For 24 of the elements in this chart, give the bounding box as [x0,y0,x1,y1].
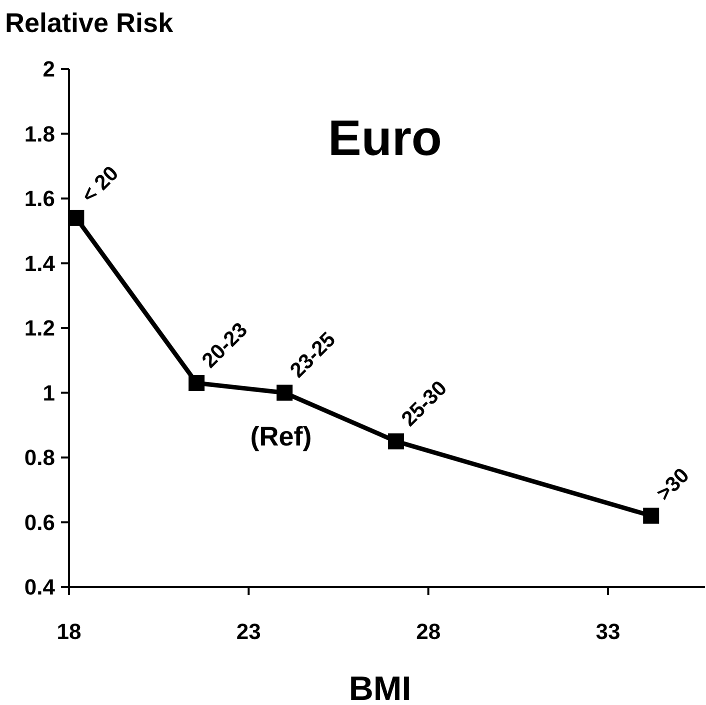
y-tick-label: 0.6 [24,510,55,535]
point [68,210,84,226]
y-tick-label: 2 [42,56,55,82]
annotation: (Ref) [250,421,312,452]
annotation: >30 [652,464,694,506]
y-tick-label: 1.6 [24,186,55,212]
annotation: < 20 [77,162,124,208]
y-tick-label: 1.2 [24,316,55,341]
y-tick-label: 0.8 [24,445,55,470]
x-tick-label: 18 [56,619,82,644]
point [276,384,293,401]
point [188,375,205,392]
point [643,508,660,524]
y-tick-label: 1.8 [24,121,55,146]
x-tick-label: 28 [416,619,441,644]
y-tick-label: 1 [42,380,55,406]
text: Euro [328,110,442,166]
x-tick-label: 33 [596,619,620,644]
x-axis-title: BMI [348,670,412,705]
y-tick-label: 0.4 [24,574,56,600]
point [388,433,404,450]
x-tick-label: 23 [236,619,261,644]
y-tick-label: 1.4 [24,250,56,276]
y-axis-title: Relative Risk [5,8,174,38]
